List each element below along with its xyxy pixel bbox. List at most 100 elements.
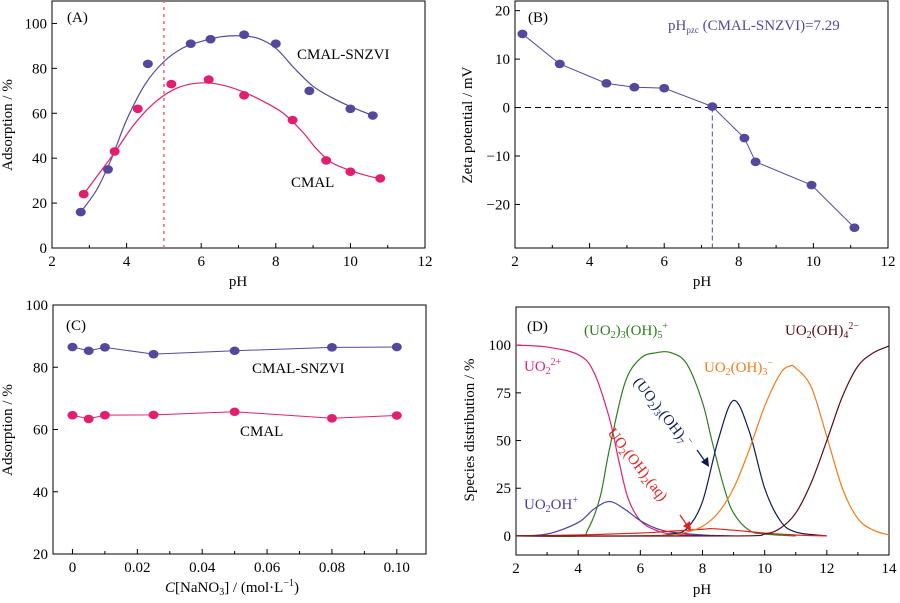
- data-point-cmal-snzvi: [367, 111, 378, 120]
- panel-a-ytick-label: 40: [32, 151, 47, 167]
- panel-b-xtick-label: 10: [806, 254, 821, 270]
- panel-d-ytick-label: 75: [496, 386, 511, 402]
- panel-b-xtick-label: 2: [511, 254, 519, 270]
- label-uo2-oh4-2minus: UO2(OH)42−: [785, 321, 859, 341]
- panel-b: 2 4 6 8 10 12 −20 −10 0 10 20 (B) pHpzc (CMAL-SNZV…: [460, 0, 896, 290]
- panel-d-label: (D): [527, 319, 548, 335]
- panel-b-frame: [514, 0, 889, 249]
- label-uo2-2plus: UO22+: [524, 357, 562, 377]
- data-point-cmal: [239, 91, 250, 100]
- data-point-cmal-snzvi: [205, 34, 216, 44]
- species-curve-6: [515, 345, 890, 537]
- panel-c-xtick-label: 0.10: [384, 560, 410, 576]
- panel-c-xlabel: C[NaNO3] / (mol·L−1): [165, 578, 299, 598]
- data-point-cmal-snzvi: [391, 342, 402, 352]
- panel-c-xtick-label: 0.02: [124, 560, 150, 576]
- panel-a-label: (A): [67, 10, 88, 26]
- panel-d-ytick-label: 50: [496, 434, 511, 450]
- data-point-cmal: [326, 413, 337, 423]
- panel-c: 0 0.02 0.04 0.06 0.08 0.10 20 40 60 80 100 (C) CMA…: [0, 298, 427, 598]
- data-point-cmal-snzvi: [142, 59, 153, 69]
- data-point-cmal-snzvi: [239, 30, 250, 39]
- panel-c-ytick-label: 80: [33, 360, 48, 376]
- data-point-cmal: [321, 156, 332, 165]
- label-uo2-oh2-aq: UO2(OH)2(aq): [602, 426, 670, 506]
- data-point-cmal: [375, 174, 386, 183]
- data-point-cmal-snzvi: [75, 207, 86, 217]
- data-point-cmal: [78, 189, 89, 199]
- data-point-cmal-snzvi: [229, 346, 240, 356]
- data-point-cmal-snzvi: [99, 343, 110, 352]
- zeta-data-point: [750, 157, 761, 167]
- species-curve-2: [515, 351, 796, 537]
- panel-d: 2 4 6 8 10 12 14 0 25 50 75 100 (D) UO22+ UO2OH+ (U…: [462, 306, 898, 598]
- data-point-cmal: [391, 411, 402, 420]
- panel-b-ytick-label: 20: [495, 4, 510, 20]
- panel-a-xtick-label: 6: [197, 254, 205, 270]
- panel-a-ytick-label: 80: [32, 61, 47, 77]
- data-point-cmal: [99, 410, 110, 420]
- panel-d-xtick-label: 14: [882, 561, 898, 577]
- zeta-data-point: [806, 180, 817, 190]
- label-trimer-oh5: (UO2)3(OH)5+: [584, 321, 668, 341]
- zeta-data-point: [659, 83, 670, 93]
- panel-b-xtick-label: 12: [881, 254, 896, 270]
- panel-a-series-label-cmal: CMAL: [291, 175, 334, 191]
- panel-b-xtick-label: 6: [660, 254, 668, 270]
- panel-c-series-label-cmal: CMAL: [240, 424, 283, 440]
- data-point-cmal: [148, 410, 159, 420]
- data-point-cmal-snzvi: [67, 342, 78, 352]
- panel-b-xtick-label: 8: [735, 254, 743, 270]
- panel-c-xtick-label: 0.08: [319, 560, 345, 576]
- panel-d-frame: [515, 306, 890, 556]
- panel-a-ytick-label: 100: [25, 16, 48, 32]
- pzc-annotation: pHpzc (CMAL-SNZVI)=7.29: [668, 18, 840, 35]
- panel-d-xtick-label: 4: [574, 561, 582, 577]
- panel-a-xlabel: pH: [229, 274, 248, 290]
- data-point-cmal: [229, 407, 240, 417]
- panel-d-xtick-label: 12: [819, 561, 834, 577]
- panel-a-ytick-label: 0: [40, 241, 48, 257]
- panel-b-ylabel: Zeta potential / mV: [460, 66, 476, 183]
- panel-a-xtick-label: 2: [48, 254, 56, 270]
- fit-curve-cmal: [83, 82, 381, 195]
- panel-c-series-label-snzvi: CMAL-SNZVI: [252, 361, 345, 377]
- zeta-data-point: [601, 79, 612, 88]
- data-point-cmal-snzvi: [304, 86, 315, 96]
- panel-b-label: (B): [528, 10, 548, 26]
- zeta-data-point: [707, 102, 718, 111]
- panel-c-ytick-label: 100: [26, 298, 49, 314]
- zeta-data-point: [554, 59, 565, 69]
- panel-a-xtick-label: 4: [123, 254, 131, 270]
- panel-d-ytick-label: 25: [496, 481, 511, 497]
- panel-a-ylabel: Adsorption / %: [0, 79, 16, 171]
- zeta-data-point: [849, 223, 860, 232]
- panel-a-xtick-label: 8: [272, 254, 280, 270]
- zeta-series-line: [522, 33, 855, 229]
- label-trimer-oh7: (UO2)3(OH)7−: [628, 373, 696, 452]
- data-point-cmal: [345, 167, 356, 176]
- data-point-cmal: [132, 104, 143, 114]
- species-curve-4: [515, 528, 827, 537]
- panel-c-xtick-label: 0: [69, 560, 77, 576]
- panel-a-frame: [51, 0, 426, 249]
- panel-b-xtick-label: 4: [586, 254, 594, 270]
- panel-b-ytick-label: −10: [487, 149, 510, 165]
- panel-d-ytick-label: 0: [504, 529, 512, 545]
- data-point-cmal: [109, 147, 120, 156]
- panel-d-xtick-label: 8: [699, 561, 707, 577]
- panel-a-xtick-label: 12: [418, 254, 433, 270]
- panel-d-ytick-label: 100: [489, 338, 512, 354]
- data-point-cmal: [203, 75, 214, 84]
- panel-b-ytick-label: 0: [503, 101, 511, 117]
- panel-a-series-label-snzvi: CMAL-SNZVI: [297, 47, 390, 63]
- data-point-cmal: [287, 115, 298, 125]
- data-point-cmal: [83, 414, 94, 424]
- label-uo2-oh3-minus: UO2(OH)3−: [704, 358, 773, 378]
- panel-a: 2 4 6 8 10 12 0 20 40 60 80 100 (A) CMAL-SNZVI CMAL…: [0, 0, 433, 290]
- arrow-trimer-oh7: [696, 449, 709, 467]
- zeta-data-point: [517, 29, 528, 39]
- zeta-data-point: [739, 133, 750, 143]
- panel-c-xtick-label: 0.04: [189, 560, 216, 576]
